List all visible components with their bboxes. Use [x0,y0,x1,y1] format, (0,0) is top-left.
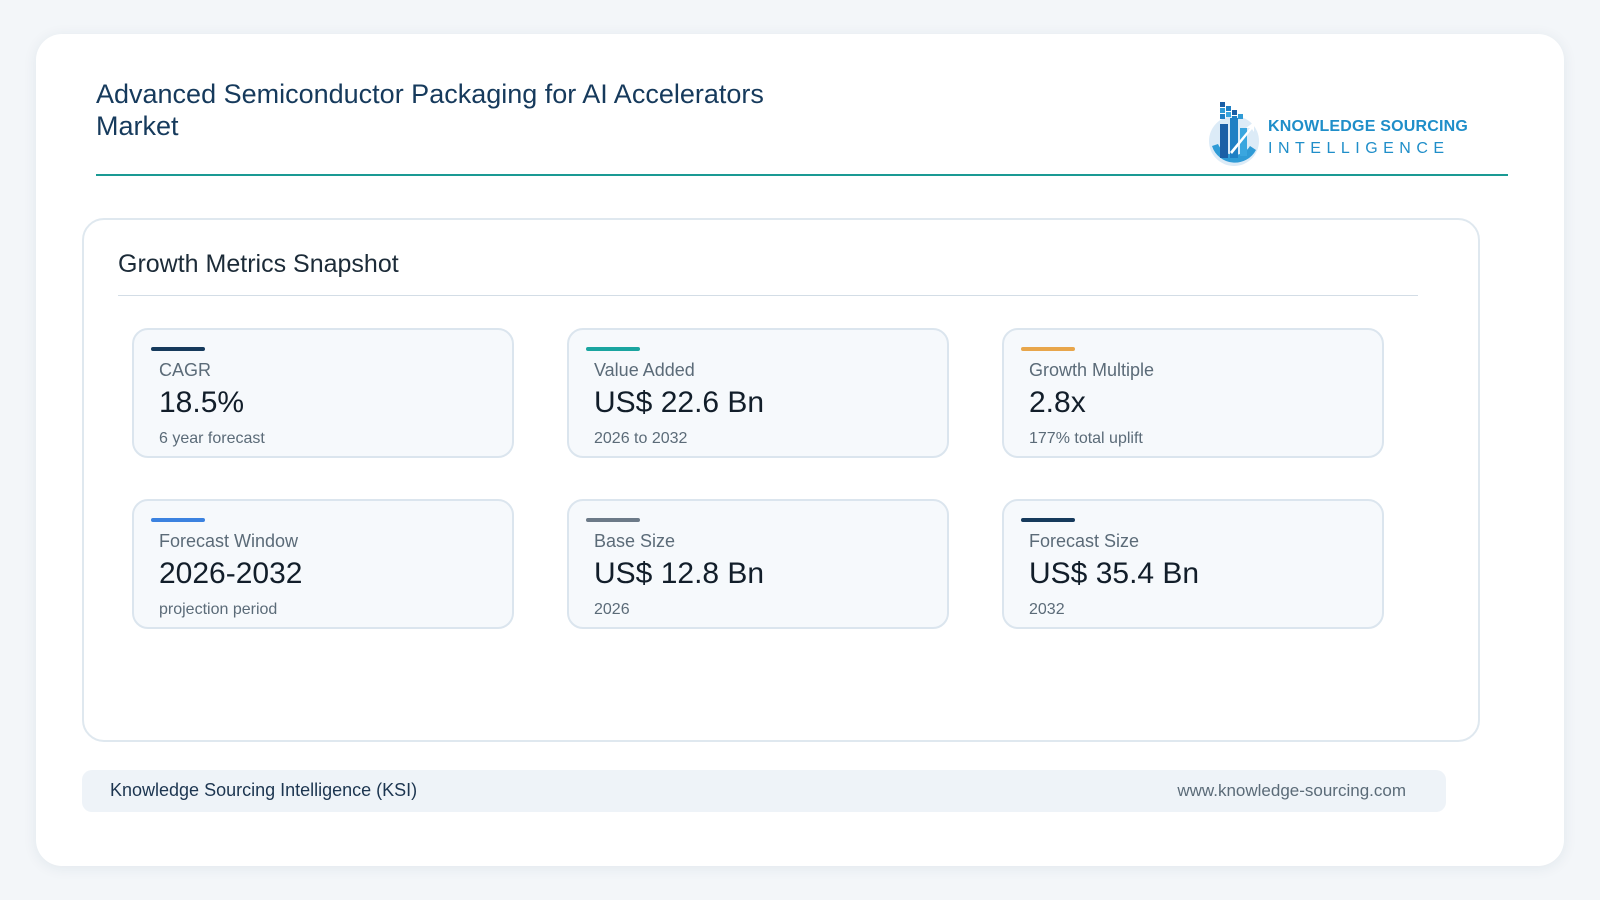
metric-label: Forecast Size [1029,531,1140,551]
metric-label: Value Added [594,360,695,380]
metric-subtext: projection period [159,601,278,618]
metric-label: CAGR [159,360,212,380]
metric-value: US$ 22.6 Bn [594,386,765,419]
metric-value: US$ 35.4 Bn [1029,557,1200,590]
metric-subtext: 177% total uplift [1029,430,1143,447]
growth-metrics-panel: Growth Metrics Snapshot CAGR 18.5% 6 yea… [82,218,1480,742]
footer-website-link[interactable]: www.knowledge-sourcing.com [1177,781,1406,800]
metric-value: 18.5% [159,386,245,419]
metric-value: 2026-2032 [159,557,303,590]
metric-card-forecast-size: Forecast Size US$ 35.4 Bn 2032 [1002,499,1384,629]
metric-accent-bar [151,347,205,351]
page-title: Advanced Semiconductor Packaging for AI … [96,79,764,141]
header-divider [96,174,1508,176]
metric-accent-bar [586,347,640,351]
brand-logo: KNOWLEDGE SOURCING INTELLIGENCE [1206,94,1468,166]
metric-label: Growth Multiple [1029,360,1155,380]
metric-value: US$ 12.8 Bn [594,557,765,590]
metric-accent-bar [1021,518,1075,522]
footer-company: Knowledge Sourcing Intelligence (KSI) [110,780,418,800]
building-chart-logo-icon [1209,102,1259,166]
metric-label: Base Size [594,531,676,551]
metric-accent-bar [1021,347,1075,351]
metric-subtext: 6 year forecast [159,430,265,447]
metric-subtext: 2032 [1029,601,1065,618]
panel-title: Growth Metrics Snapshot [118,250,399,278]
metric-accent-bar [151,518,205,522]
metric-card-growth-multiple: Growth Multiple 2.8x 177% total uplift [1002,328,1384,458]
metric-subtext: 2026 to 2032 [594,430,688,447]
metric-card-forecast-window: Forecast Window 2026-2032 projection per… [132,499,514,629]
logo-text-primary: KNOWLEDGE SOURCING [1268,118,1469,135]
report-card: Advanced Semiconductor Packaging for AI … [36,34,1564,866]
metric-card-base-size: Base Size US$ 12.8 Bn 2026 [567,499,949,629]
metric-subtext: 2026 [594,601,630,618]
metric-label: Forecast Window [159,531,299,551]
logo-text-secondary: INTELLIGENCE [1268,140,1450,157]
footer-bar: Knowledge Sourcing Intelligence (KSI) ww… [82,770,1446,812]
metric-value: 2.8x [1029,386,1086,419]
panel-divider [118,295,1418,296]
metric-card-cagr: CAGR 18.5% 6 year forecast [132,328,514,458]
header: Advanced Semiconductor Packaging for AI … [96,74,1508,178]
metric-card-value-added: Value Added US$ 22.6 Bn 2026 to 2032 [567,328,949,458]
metric-accent-bar [586,518,640,522]
